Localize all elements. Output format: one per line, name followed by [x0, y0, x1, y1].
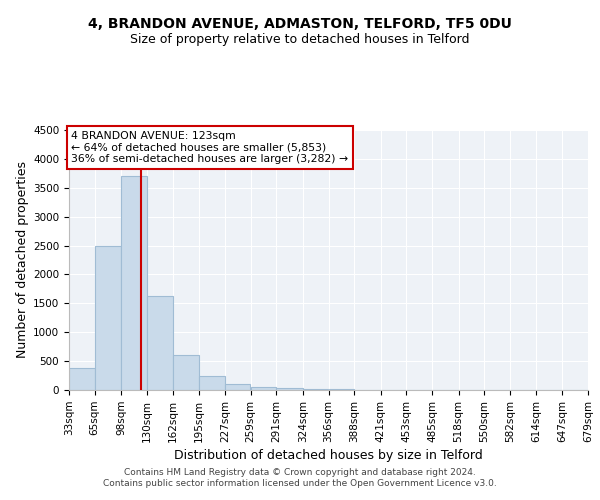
Bar [303, 389, 328, 390]
Bar [121, 176, 147, 390]
Bar [251, 387, 276, 390]
Text: Size of property relative to detached houses in Telford: Size of property relative to detached ho… [130, 32, 470, 46]
Bar [277, 388, 302, 390]
Bar [225, 384, 250, 390]
X-axis label: Distribution of detached houses by size in Telford: Distribution of detached houses by size … [174, 449, 483, 462]
Bar [173, 356, 199, 390]
Text: 4 BRANDON AVENUE: 123sqm
← 64% of detached houses are smaller (5,853)
36% of sem: 4 BRANDON AVENUE: 123sqm ← 64% of detach… [71, 131, 349, 164]
Bar [199, 376, 225, 390]
Text: 4, BRANDON AVENUE, ADMASTON, TELFORD, TF5 0DU: 4, BRANDON AVENUE, ADMASTON, TELFORD, TF… [88, 18, 512, 32]
Text: Contains HM Land Registry data © Crown copyright and database right 2024.
Contai: Contains HM Land Registry data © Crown c… [103, 468, 497, 487]
Bar [95, 246, 121, 390]
Bar [69, 368, 95, 390]
Bar [147, 296, 173, 390]
Y-axis label: Number of detached properties: Number of detached properties [16, 162, 29, 358]
